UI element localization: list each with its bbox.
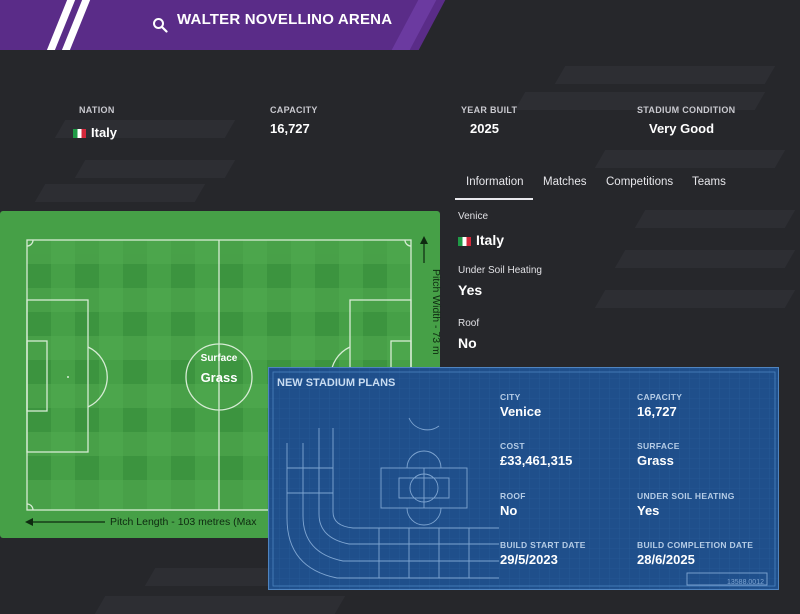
plans-title: NEW STADIUM PLANS	[277, 377, 396, 389]
plans-surface-value: Grass	[637, 453, 674, 468]
pitch-length-label: Pitch Length - 103 metres (Max	[110, 516, 257, 528]
new-stadium-plans-panel: NEW STADIUM PLANS CITY Venice CAPACITY 1…	[268, 367, 779, 590]
stadium-condition-value: Very Good	[649, 121, 715, 136]
nation-value: Italy	[73, 125, 117, 140]
year-built-value: 2025	[470, 121, 499, 136]
plans-roof-label: ROOF	[500, 491, 526, 501]
plans-cost-value: £33,461,315	[500, 453, 573, 468]
plans-capacity-value: 16,727	[637, 404, 677, 419]
plans-cost-label: COST	[500, 441, 525, 451]
plans-city-label: CITY	[500, 392, 521, 402]
page-title: WALTER NOVELLINO ARENA	[177, 11, 393, 28]
roof-value: No	[458, 335, 477, 351]
year-built-label: YEAR BUILT	[461, 105, 518, 115]
city-country-value: Italy	[458, 232, 504, 248]
nation-text: Italy	[91, 125, 118, 140]
tab-matches[interactable]: Matches	[543, 176, 587, 188]
pitch-diagram: Surface Grass Pitch Length - 103 metres …	[0, 211, 442, 538]
plans-start-date-value: 29/5/2023	[500, 552, 558, 567]
plans-roof-value: No	[500, 503, 518, 518]
tab-teams[interactable]: Teams	[692, 176, 726, 188]
plans-surface-label: SURFACE	[637, 441, 680, 451]
plans-code: 13588.0012	[727, 579, 764, 586]
blueprint-drawing	[269, 368, 778, 589]
header-bar: WALTER NOVELLINO ARENA	[0, 0, 800, 50]
surface-label: Surface	[200, 353, 238, 364]
city-label: Venice	[458, 211, 489, 222]
capacity-value: 16,727	[270, 121, 310, 136]
plans-completion-date-value: 28/6/2025	[637, 552, 695, 567]
stadium-condition-label: STADIUM CONDITION	[637, 105, 736, 115]
surface-value: Grass	[200, 370, 238, 385]
pitch-width-label: Pitch Width - 73 m	[430, 269, 442, 355]
nation-label: NATION	[79, 105, 115, 115]
capacity-label: CAPACITY	[270, 105, 318, 115]
header-decoration	[418, 0, 800, 50]
italy-flag-icon	[458, 236, 471, 246]
plans-heating-label: UNDER SOIL HEATING	[637, 491, 735, 501]
active-tab-indicator	[455, 198, 533, 200]
plans-capacity-label: CAPACITY	[637, 392, 683, 402]
plans-city-value: Venice	[500, 404, 542, 419]
country-text: Italy	[476, 232, 505, 248]
italy-flag-icon	[73, 129, 86, 139]
under-soil-heating-label: Under Soil Heating	[458, 265, 542, 276]
plans-start-date-label: BUILD START DATE	[500, 540, 586, 550]
search-icon[interactable]	[152, 17, 168, 33]
plans-completion-date-label: BUILD COMPLETION DATE	[637, 540, 754, 550]
tab-information[interactable]: Information	[466, 176, 524, 188]
roof-label: Roof	[458, 318, 480, 329]
plans-heating-value: Yes	[637, 503, 660, 518]
tab-competitions[interactable]: Competitions	[606, 176, 674, 188]
under-soil-heating-value: Yes	[458, 282, 483, 298]
